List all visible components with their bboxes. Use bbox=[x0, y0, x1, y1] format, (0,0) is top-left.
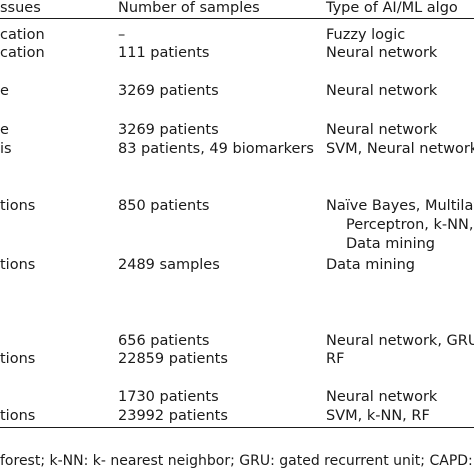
table-cell: tions bbox=[0, 408, 36, 424]
table-cell: Neural network bbox=[326, 45, 438, 61]
table-cell: 83 patients, 49 biomarkers bbox=[118, 141, 314, 157]
table-cell: Neural network, GRU bbox=[326, 333, 474, 349]
table-cell: SVM, Neural network, bbox=[326, 141, 474, 157]
bottom-rule bbox=[0, 427, 474, 428]
table-cell-continuation: Data mining bbox=[346, 236, 435, 252]
table-cell: 1730 patients bbox=[118, 389, 219, 405]
table-cell: Neural network bbox=[326, 83, 438, 99]
table-cell: tions bbox=[0, 198, 36, 214]
table-cell: 656 patients bbox=[118, 333, 210, 349]
header-rule bbox=[0, 18, 474, 19]
table-cell: 23992 patients bbox=[118, 408, 228, 424]
table-cell: cation bbox=[0, 27, 45, 43]
header-cell-issues: ssues bbox=[0, 0, 41, 16]
table-cell: e bbox=[0, 122, 9, 138]
table-cell: RF bbox=[326, 351, 345, 367]
table-footnote: forest; k-NN: k- nearest neighbor; GRU: … bbox=[0, 453, 473, 469]
table-cell: 3269 patients bbox=[118, 83, 219, 99]
table-cell: SVM, k-NN, RF bbox=[326, 408, 430, 424]
table-cell: 2489 samples bbox=[118, 257, 220, 273]
table-cell: Neural network bbox=[326, 122, 438, 138]
table-cell: 3269 patients bbox=[118, 122, 219, 138]
table-cell-continuation: Perceptron, k-NN, R bbox=[346, 217, 474, 233]
table-cell: Neural network bbox=[326, 389, 438, 405]
table-cell: 111 patients bbox=[118, 45, 210, 61]
table-cell: – bbox=[118, 27, 126, 43]
table-cell: tions bbox=[0, 257, 36, 273]
table-cell: e bbox=[0, 83, 9, 99]
header-cell-type-of-algorithm: Type of AI/ML algo bbox=[326, 0, 458, 16]
table-cell: cation bbox=[0, 45, 45, 61]
table-cell: tions bbox=[0, 351, 36, 367]
table-cell: 850 patients bbox=[118, 198, 210, 214]
table-cell: 22859 patients bbox=[118, 351, 228, 367]
table-cell: is bbox=[0, 141, 12, 157]
table-cell: Fuzzy logic bbox=[326, 27, 406, 43]
table-cell: Naïve Bayes, Multilaye bbox=[326, 198, 474, 214]
header-cell-number-of-samples: Number of samples bbox=[118, 0, 260, 16]
table-cell: Data mining bbox=[326, 257, 415, 273]
